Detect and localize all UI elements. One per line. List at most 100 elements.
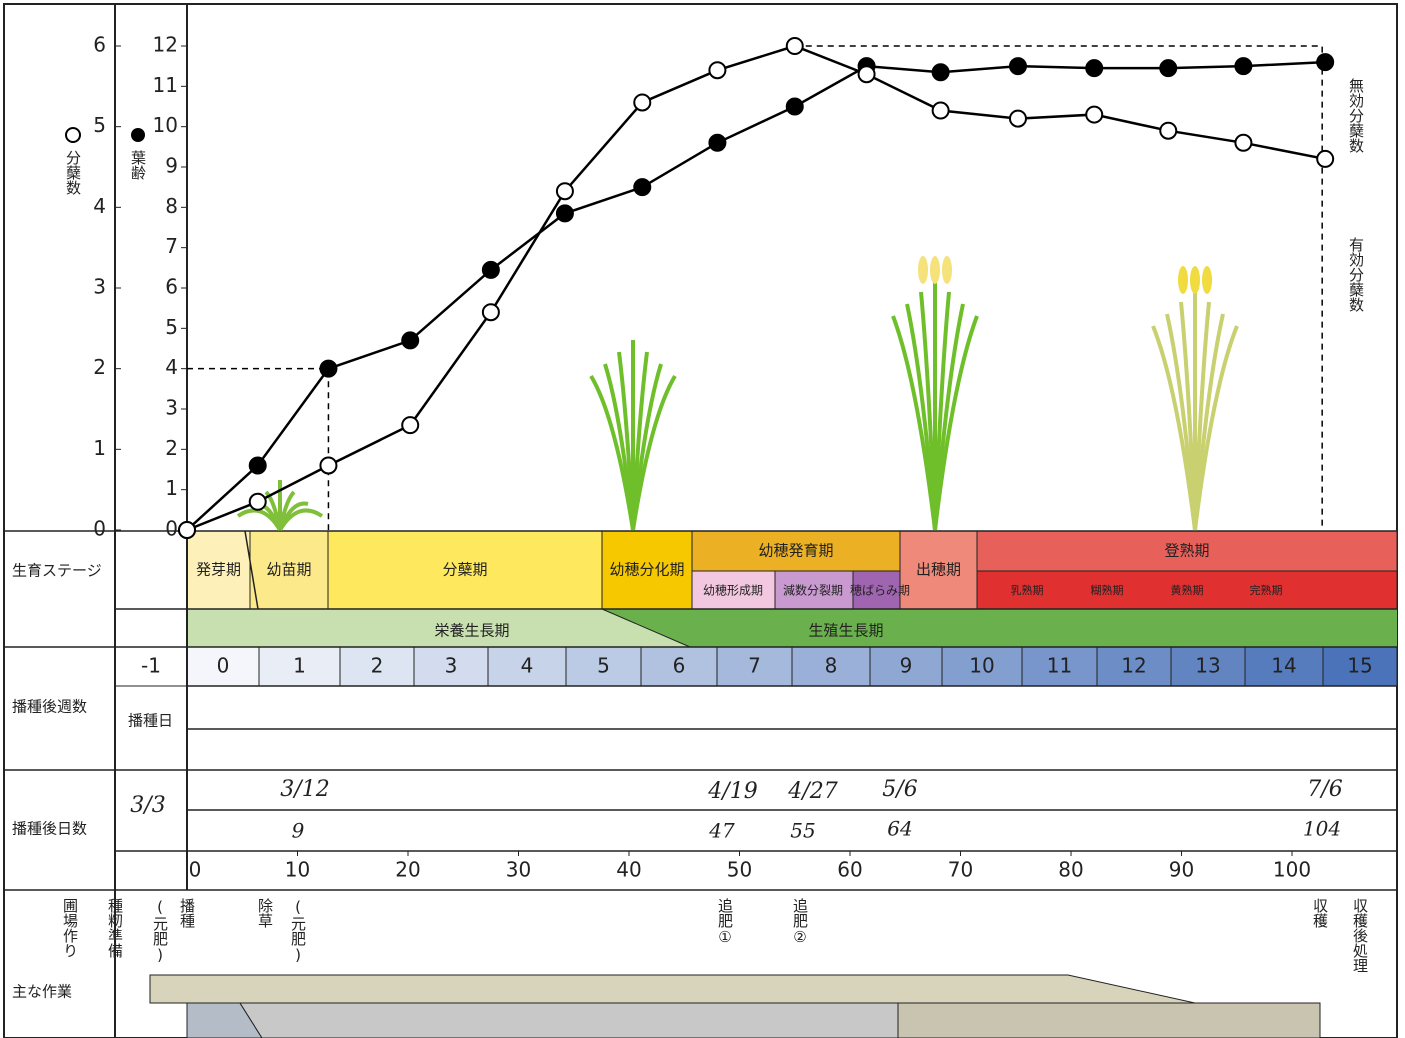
sowing-day: 播種日 [128, 712, 173, 730]
week-cell [869, 646, 943, 687]
row-label: 主な作業 [12, 983, 72, 1001]
week-label: 15 [1347, 654, 1372, 678]
data-point [931, 63, 950, 82]
y2-tick-label: 1 [93, 436, 106, 460]
stage-label: 幼苗期 [266, 561, 311, 579]
plant-ear [1202, 266, 1212, 294]
substage-cell [1237, 571, 1397, 609]
reference-line [794, 45, 1323, 530]
data-point [785, 37, 804, 55]
data-point [319, 359, 338, 378]
x-tick-label: 60 [837, 858, 862, 882]
task-label: 除草 [256, 898, 274, 928]
substage-cell [852, 570, 901, 610]
week-cell [413, 646, 489, 687]
week-label: 13 [1195, 654, 1220, 678]
x-tick-label: 70 [948, 858, 973, 882]
substage-cell [774, 570, 854, 610]
stage-cell [601, 530, 693, 610]
week-label: 3 [445, 654, 458, 678]
data-point [633, 178, 652, 197]
phase-vegetative [187, 609, 690, 647]
week-label: 14 [1271, 654, 1296, 678]
task-bar [239, 1002, 899, 1038]
task-label: 播種 [178, 898, 196, 928]
annotation: 有効分蘖数 [1347, 237, 1365, 312]
task-label: (元肥) [289, 898, 307, 964]
date-label: 3/12 [280, 777, 329, 802]
week-cell [565, 646, 642, 687]
x-tick-label: 50 [727, 858, 752, 882]
task-label: 収穫後処理 [1351, 898, 1369, 973]
data-point [401, 416, 420, 435]
week-label: 4 [521, 654, 534, 678]
date-label: 7/6 [1307, 777, 1342, 802]
substage-label: 完熟期 [1250, 583, 1283, 597]
x-tick-label: 20 [395, 858, 420, 882]
plant-leaf [933, 315, 979, 531]
week-cell [1021, 646, 1098, 687]
task-label: 追肥① [716, 898, 734, 946]
stage-label: 幼穂発育期 [758, 542, 833, 560]
day-count: 64 [887, 817, 912, 841]
y2-tick-label: 5 [93, 113, 106, 137]
data-point [785, 97, 804, 116]
y2-tick-label: 2 [93, 355, 106, 379]
task-bar [186, 1002, 263, 1038]
stage-divider [244, 530, 259, 610]
legend-filled [131, 128, 145, 142]
annotation: 無効分蘖数 [1347, 78, 1365, 153]
stage-label: 登熟期 [1164, 542, 1209, 560]
data-point [1159, 121, 1178, 140]
substage-cell [1077, 571, 1157, 609]
data-point [633, 93, 652, 112]
data-point [248, 456, 267, 475]
phase-label: 栄養生長期 [434, 622, 509, 640]
week-label: 0 [217, 654, 230, 678]
y2-tick-label: 6 [93, 33, 106, 57]
plant-ear [1190, 266, 1200, 294]
x-tick-label: 10 [285, 858, 310, 882]
plant-leaf [1193, 325, 1239, 531]
week-label: 8 [825, 654, 838, 678]
row-label: 播種後週数 [12, 698, 87, 716]
task-label: 収穫 [1311, 898, 1329, 928]
y-tick-label: 1 [165, 476, 178, 500]
week-cell [1096, 646, 1172, 687]
task-bar [149, 974, 1196, 1004]
data-point [1316, 53, 1335, 72]
data-point [481, 260, 500, 279]
data-point [555, 182, 574, 201]
data-point [708, 133, 727, 152]
week-label: 6 [673, 654, 686, 678]
row-label: 生育ステージ [12, 562, 102, 580]
y2-tick-label: 3 [93, 275, 106, 299]
stage-label: 発芽期 [196, 561, 241, 579]
y-tick-label: 4 [165, 355, 178, 379]
data-point [708, 61, 727, 80]
y-tick-label: 5 [165, 315, 178, 339]
week-label: 7 [748, 654, 761, 678]
data-point [1316, 149, 1335, 168]
legend-open [65, 127, 81, 143]
y-tick-label: 10 [153, 113, 178, 137]
y-tick-label: 0 [165, 517, 178, 541]
stage-cell [186, 530, 251, 610]
x-tick-label: 90 [1169, 858, 1194, 882]
y-tick-label: 11 [153, 73, 178, 97]
y2-tick-label: 4 [93, 194, 106, 218]
data-point [1085, 105, 1104, 124]
week-label: 12 [1121, 654, 1146, 678]
data-point [1008, 57, 1027, 76]
data-point [1159, 59, 1178, 78]
substage-label: 減数分裂期 [783, 583, 843, 598]
plant-ear [1178, 266, 1188, 294]
date-label: 5/6 [882, 777, 917, 802]
x-tick-label: 80 [1058, 858, 1083, 882]
axis-label: 葉齢 [129, 150, 147, 180]
day-count: 104 [1303, 817, 1341, 841]
stage-label: 出穂期 [916, 561, 961, 579]
y-tick-label: 8 [165, 194, 178, 218]
task-label: (元肥) [151, 898, 169, 964]
